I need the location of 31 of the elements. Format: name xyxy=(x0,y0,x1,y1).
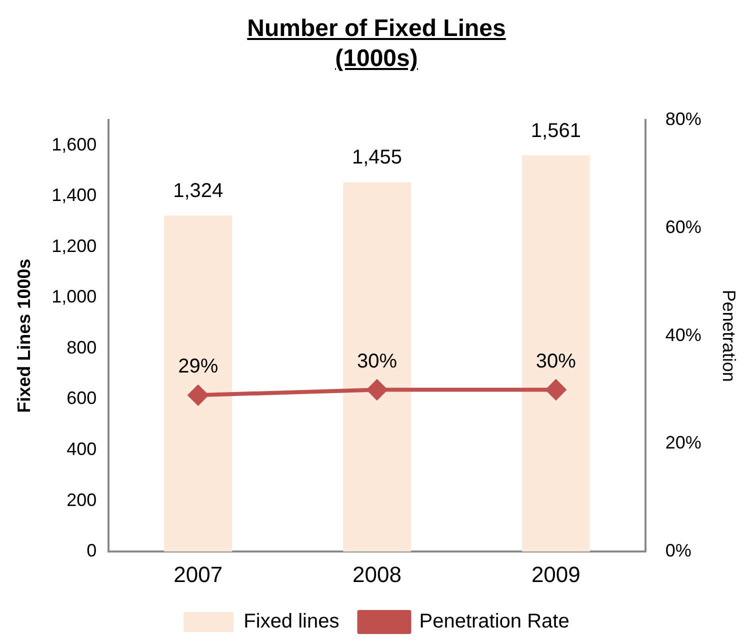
chart-title: Number of Fixed Lines (1000s) xyxy=(246,14,507,74)
data-label: 1,561 xyxy=(530,120,581,142)
y-tick-label: 1,200 xyxy=(52,236,97,256)
data-label: 30% xyxy=(356,350,398,372)
data-label: 1,455 xyxy=(352,146,402,169)
y2-tick-label: 40% xyxy=(665,324,702,345)
y2-tick-label: 0% xyxy=(665,540,692,561)
y-tick-label: 400 xyxy=(66,439,97,460)
bar xyxy=(522,155,590,552)
data-label: 30% xyxy=(536,350,576,372)
legend-label: Penetration Rate xyxy=(419,610,570,633)
y-tick-label: 1,000 xyxy=(52,286,97,307)
bar xyxy=(343,182,411,552)
data-label: 1,324 xyxy=(173,180,224,202)
y-tick-label: 0 xyxy=(86,540,97,561)
y-tick-label: 200 xyxy=(66,490,97,510)
bar xyxy=(164,215,232,552)
y2-axis-title: Penetration xyxy=(719,290,740,382)
legend-label: Fixed lines xyxy=(244,610,340,633)
y-axis-title: Fixed Lines 1000s xyxy=(14,258,34,413)
x-tick-label: 2007 xyxy=(174,562,223,587)
y2-tick-label: 20% xyxy=(665,432,702,453)
y-tick-label: 1,600 xyxy=(52,134,97,154)
x-tick-label: 2008 xyxy=(352,562,402,587)
y-tick-label: 600 xyxy=(66,388,97,408)
y-tick-label: 1,400 xyxy=(52,185,97,206)
y2-tick-label: 60% xyxy=(665,216,702,237)
data-label: 29% xyxy=(178,356,218,378)
y-tick-label: 800 xyxy=(66,337,97,358)
y2-tick-label: 80% xyxy=(665,108,702,129)
x-tick-label: 2009 xyxy=(531,562,580,587)
